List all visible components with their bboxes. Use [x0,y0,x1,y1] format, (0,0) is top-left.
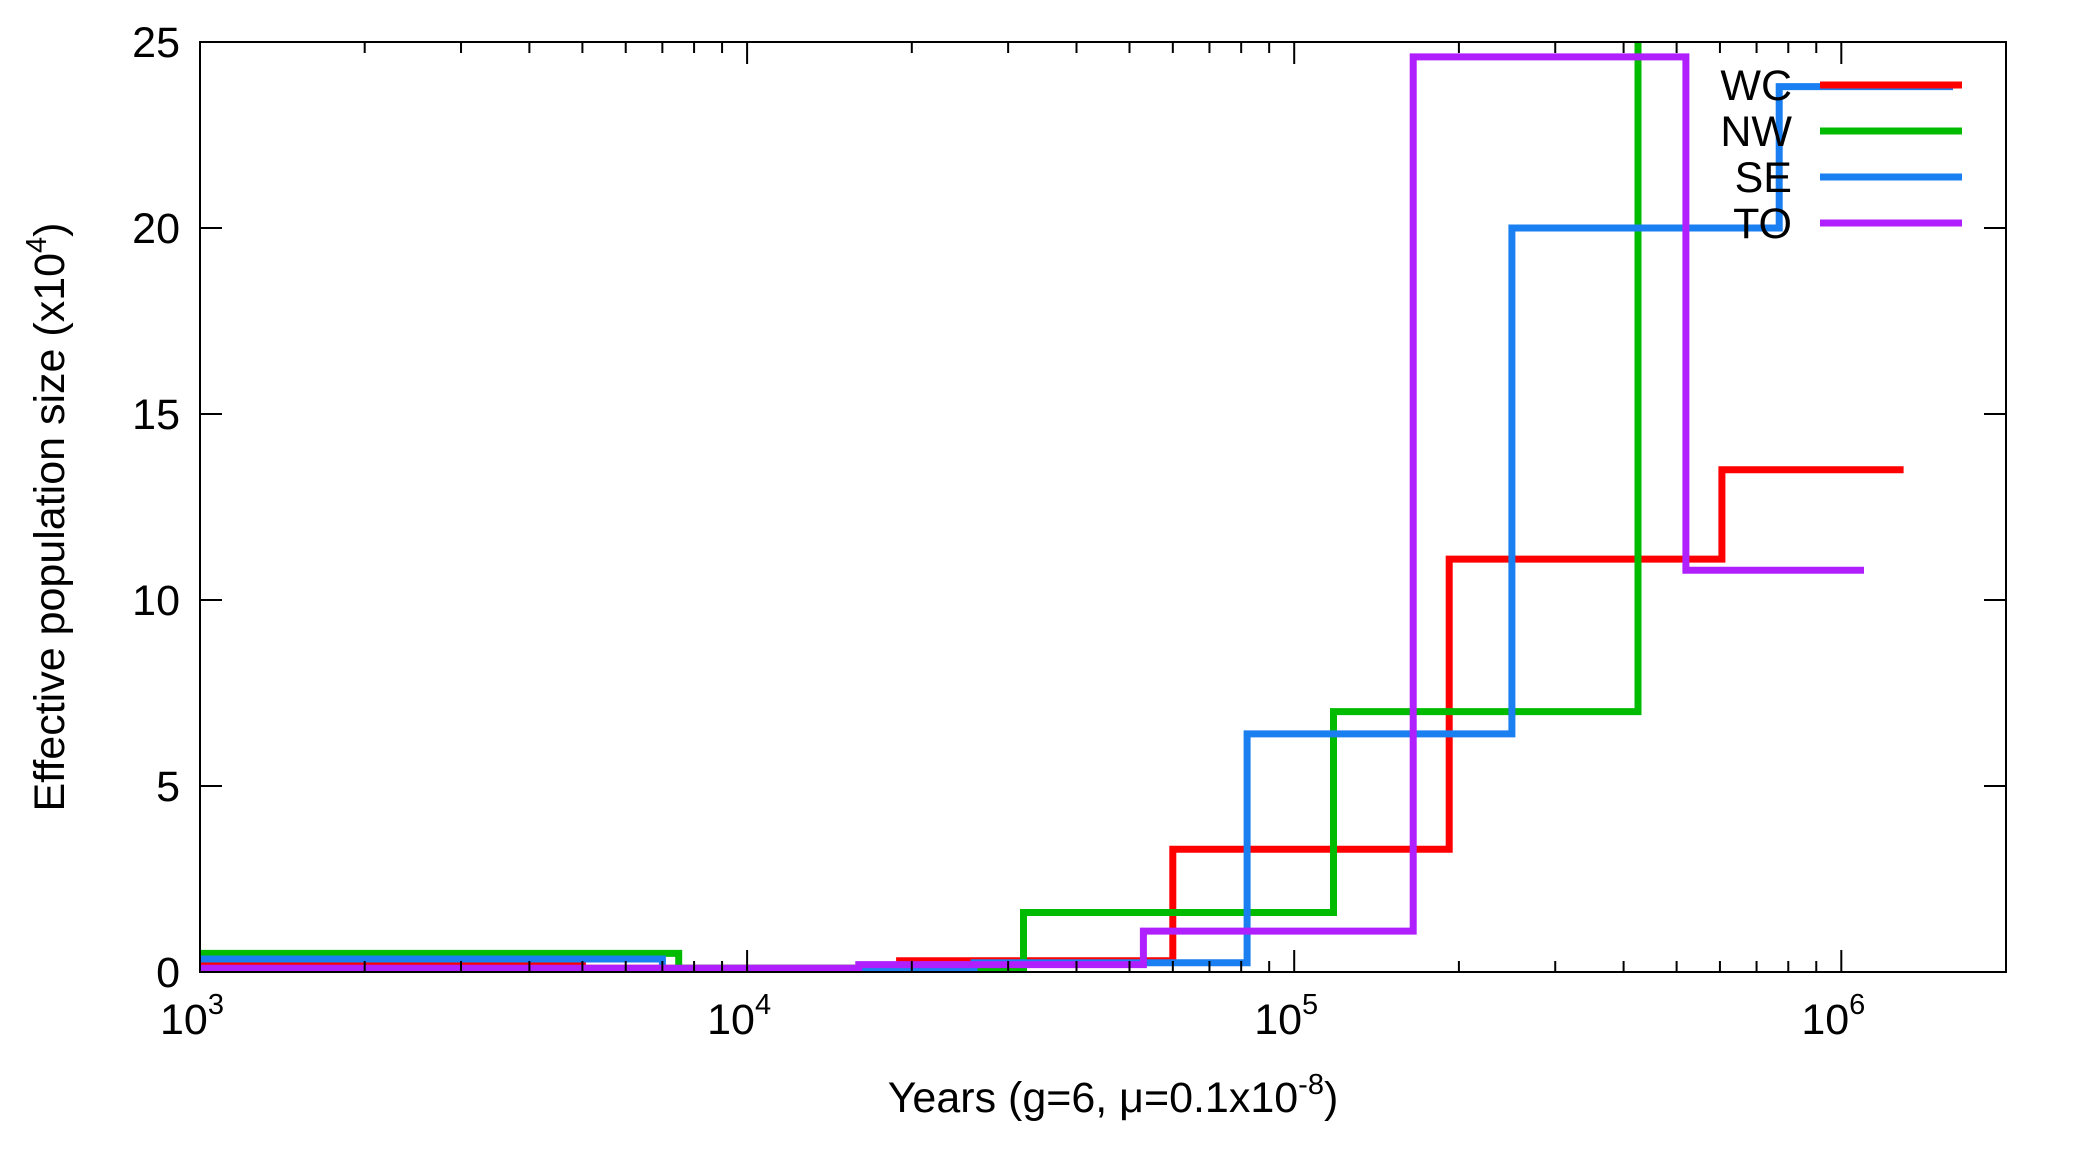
plot-series [200,42,1953,972]
legend-label: SE [1735,154,1792,202]
series-line-se [200,83,1953,972]
legend-label: TO [1733,200,1792,248]
y-tick-label: 15 [132,391,180,439]
x-tick-label: 104 [707,989,771,1044]
y-tick-label: 10 [132,577,180,625]
plot-frame [199,41,2007,973]
series-line-nw [200,42,1642,972]
series-line-to [200,53,1864,972]
series-line-wc [200,466,1904,972]
legend-item-to: TO [1733,200,1962,248]
x-tick-label: 106 [1801,989,1865,1044]
x-tick-label: 103 [160,989,224,1044]
y-tick-label: 5 [156,763,180,811]
legend-item-nw: NW [1720,108,1962,156]
legend-label: NW [1720,108,1792,156]
axis-ticks [199,41,2006,973]
x-tick-label: 105 [1254,989,1318,1044]
legend-item-wc: WC [1720,62,1962,110]
y-tick-label: 20 [132,205,180,253]
axis-tick-labels: 0 5 10 15 20 25 103 104 105 106 [132,19,1865,1044]
y-axis-label: Effective population size (x104) [21,222,74,811]
x-axis-label: Years (g=6, μ=0.1x10-8) [888,1069,1339,1122]
legend-item-se: SE [1735,154,1962,202]
y-tick-label: 25 [132,19,180,67]
legend-label: WC [1720,62,1792,110]
y-tick-label: 0 [156,949,180,997]
